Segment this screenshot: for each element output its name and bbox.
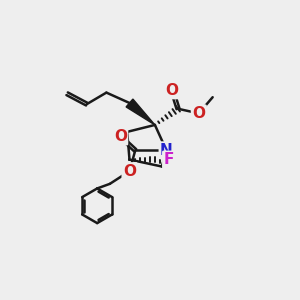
Text: N: N [160,143,173,158]
Text: F: F [164,152,174,167]
Polygon shape [126,99,155,125]
Text: O: O [123,164,136,178]
Text: O: O [114,129,127,144]
Text: O: O [192,106,205,121]
Text: O: O [166,83,179,98]
